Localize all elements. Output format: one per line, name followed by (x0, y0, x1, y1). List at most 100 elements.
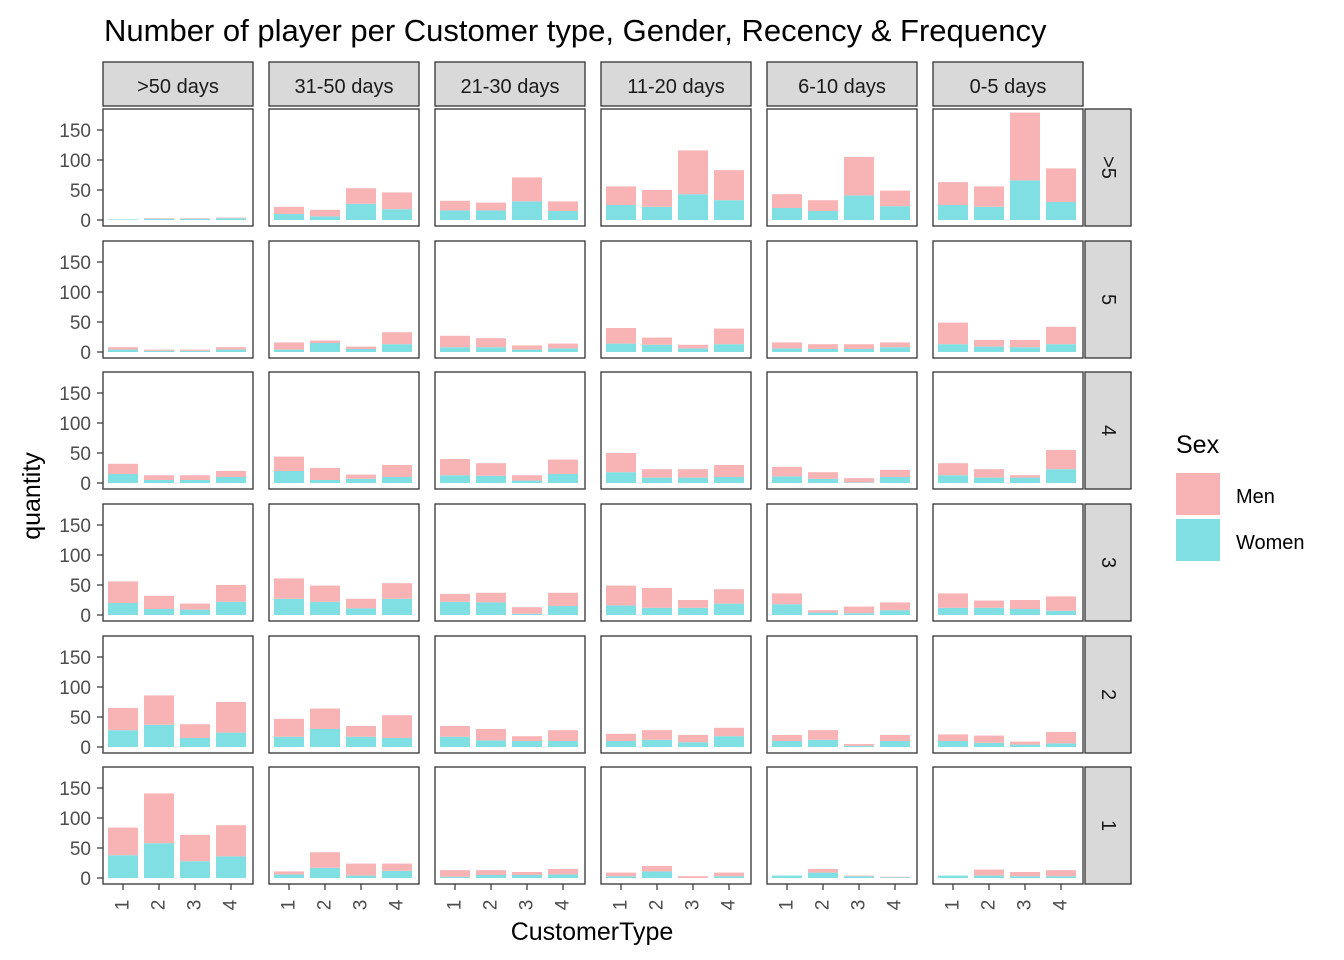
column-strip-label: 0-5 days (970, 76, 1047, 98)
panel-background (601, 767, 751, 884)
bar-women (180, 480, 210, 483)
bar-men (606, 733, 636, 741)
bar-men (1046, 450, 1076, 470)
bar-women (772, 604, 802, 615)
bar-women (548, 474, 578, 483)
bar-men (974, 469, 1004, 478)
bar-women (844, 195, 874, 220)
y-tick-label: 0 (80, 738, 91, 759)
panel-border (600, 108, 752, 227)
x-tick-label: 4 (553, 899, 574, 910)
y-tick-label: 0 (80, 869, 91, 890)
bar-men (512, 607, 542, 614)
bar-men (642, 190, 672, 207)
bar-men (440, 459, 470, 476)
bar-women (382, 477, 412, 483)
bar-women (476, 740, 506, 747)
bar-women (880, 206, 910, 220)
bar-men (440, 594, 470, 602)
bar-women (974, 346, 1004, 352)
bar-men (216, 702, 246, 733)
bar-men (808, 610, 838, 613)
bar-women (346, 736, 376, 747)
bar-women (714, 876, 744, 878)
row-strip-label: >5 (1097, 156, 1119, 179)
bar-women (310, 601, 340, 615)
bar-women (346, 478, 376, 483)
x-tick-label: 1 (445, 900, 466, 911)
column-strip (102, 61, 254, 107)
bar-men (606, 585, 636, 606)
bar-men (714, 727, 744, 737)
bar-women (880, 610, 910, 615)
bar-women (974, 477, 1004, 483)
y-tick-label: 150 (59, 121, 91, 142)
bar-men (974, 186, 1004, 207)
bar-women (1010, 744, 1040, 747)
bar-women (216, 477, 246, 483)
row-strip-label: 2 (1097, 689, 1119, 700)
x-tick-label: 4 (387, 899, 408, 910)
bar-men (714, 589, 744, 604)
bar-women (606, 741, 636, 747)
x-tick-label: 1 (279, 900, 300, 911)
bar-women (310, 216, 340, 220)
bar-men (880, 469, 910, 477)
bar-men (180, 724, 210, 738)
panel-border (102, 240, 254, 359)
bar-men (1046, 168, 1076, 202)
bar-women (844, 876, 874, 878)
bar-women (938, 875, 968, 878)
bar-men (938, 182, 968, 205)
bar-women (1046, 610, 1076, 615)
bar-women (440, 601, 470, 615)
bar-women (808, 612, 838, 615)
bar-men (974, 869, 1004, 876)
bar-women (512, 480, 542, 483)
bar-men (678, 344, 708, 349)
bar-men (382, 715, 412, 738)
panel-border (600, 635, 752, 754)
bar-men (772, 342, 802, 349)
x-tick-label: 2 (481, 900, 502, 911)
bar-women (1046, 743, 1076, 747)
bar-women (216, 732, 246, 747)
bar-women (938, 475, 968, 483)
legend-label-men: Men (1236, 486, 1275, 508)
bar-women (606, 205, 636, 220)
bar-men (772, 735, 802, 741)
bar-men (714, 872, 744, 877)
panel-border (268, 635, 420, 754)
column-strip-label: 31-50 days (295, 76, 394, 98)
bar-men (642, 337, 672, 345)
y-tick-label: 100 (59, 414, 91, 435)
bar-men (844, 606, 874, 614)
bar-men (216, 217, 246, 219)
bar-men (1010, 872, 1040, 877)
bar-men (772, 194, 802, 208)
bar-women (772, 348, 802, 352)
bar-women (476, 475, 506, 483)
bar-men (1046, 596, 1076, 611)
row-strip (1084, 240, 1132, 359)
bar-women (844, 745, 874, 747)
y-tick-label: 150 (59, 253, 91, 274)
bar-men (606, 186, 636, 205)
bar-men (144, 793, 174, 844)
bar-men (1010, 741, 1040, 745)
bar-women (974, 742, 1004, 747)
bar-women (476, 210, 506, 220)
bar-women (180, 609, 210, 615)
bar-men (606, 453, 636, 473)
panel-border (434, 240, 586, 359)
bar-men (382, 465, 412, 477)
bar-men (678, 150, 708, 195)
bar-men (1010, 475, 1040, 478)
bar-men (548, 343, 578, 349)
panel-border (766, 240, 918, 359)
panel-border (766, 503, 918, 622)
bar-men (440, 335, 470, 348)
x-tick-label: 1 (113, 900, 134, 911)
panel-border (600, 371, 752, 490)
bar-men (274, 578, 304, 599)
